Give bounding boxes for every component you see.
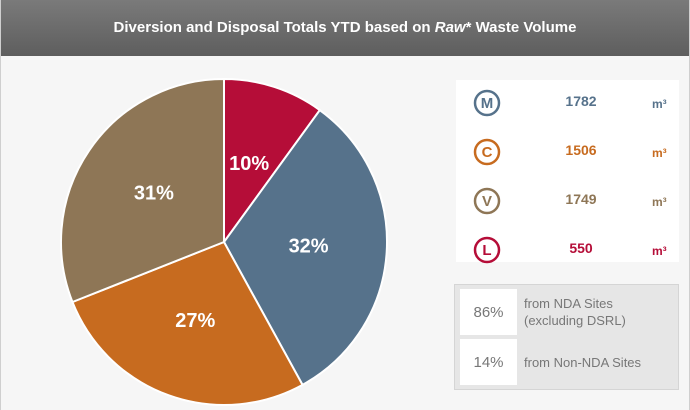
pie-slice <box>60 77 225 304</box>
icon: L <box>473 236 501 264</box>
title-emphasis: Raw <box>434 19 466 36</box>
icon-letter: C <box>482 144 493 161</box>
slice-label: 31% <box>134 183 174 205</box>
volume-unit: m³ <box>652 195 667 209</box>
volume-unit: m³ <box>652 146 667 160</box>
header: Diversion and Disposal Totals YTD based … <box>1 0 689 56</box>
site-label: from NDA Sites (excluding DSRL) <box>524 296 626 328</box>
slice-label: 32% <box>289 236 329 258</box>
title: Diversion and Disposal Totals YTD based … <box>113 19 435 36</box>
volume-value: 1749 <box>565 191 597 207</box>
pie-chart: 10% 32% 27% 31% <box>60 77 388 406</box>
volume-row: M 1782 m³ <box>456 87 679 117</box>
volume-unit: m³ <box>652 244 667 258</box>
icon-ring <box>473 138 501 166</box>
slice-label: 10% <box>229 153 269 175</box>
icon: V <box>473 187 501 215</box>
slice-label: 27% <box>175 310 215 332</box>
icon-letter: M <box>481 95 494 112</box>
site-share: 14% <box>460 339 517 385</box>
icon: C <box>473 138 501 166</box>
volume-table: M 1782 m³ C 1506 m³ V 1749 m³ L 550 m³ <box>456 80 679 264</box>
volume-row: V 1749 m³ <box>456 185 679 215</box>
pie-slice <box>222 108 388 387</box>
pie-slice <box>71 240 304 406</box>
icon-ring <box>473 236 501 264</box>
volume-value: 1506 <box>565 142 597 158</box>
site-label: from Non-NDA Sites <box>524 354 642 370</box>
volume-unit: m³ <box>652 97 667 111</box>
site-share: 86% <box>460 289 517 335</box>
site-row: 86% from NDA Sites (excluding DSRL) <box>460 289 675 335</box>
title: * Waste Volume <box>465 19 577 36</box>
volume-value: 550 <box>569 240 593 256</box>
volume-row: L 550 m³ <box>456 234 679 264</box>
volume-row: C 1506 m³ <box>456 136 679 166</box>
icon-letter: V <box>482 193 492 210</box>
icon-ring <box>473 89 501 117</box>
icon-letter: L <box>482 242 491 259</box>
volume-value: 1782 <box>565 93 597 109</box>
site-row: 14% from Non-NDA Sites <box>460 339 675 385</box>
sites-table: 86% from NDA Sites (excluding DSRL) 14% fro… <box>454 284 679 390</box>
pie-slice <box>223 77 322 246</box>
icon-ring <box>473 187 501 215</box>
icon: M <box>473 89 501 117</box>
